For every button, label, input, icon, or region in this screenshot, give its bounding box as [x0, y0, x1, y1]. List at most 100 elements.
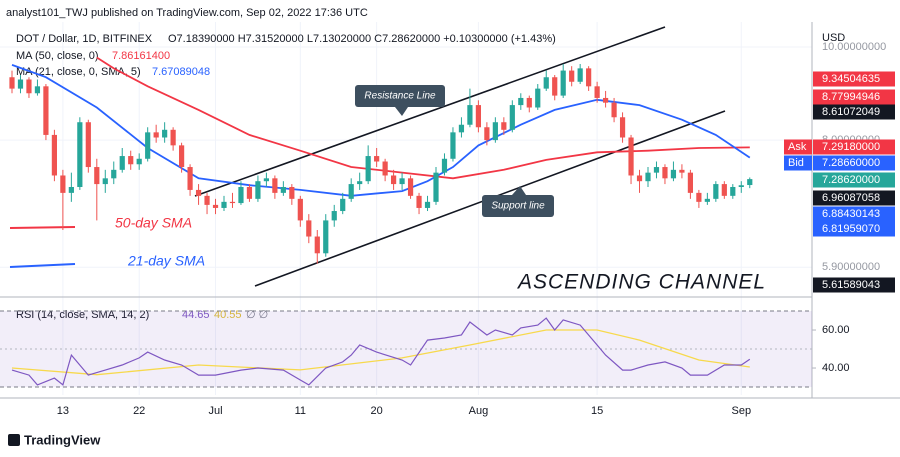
- candle-body: [433, 172, 439, 202]
- candle-body: [136, 158, 142, 165]
- candle-body: [348, 184, 354, 199]
- ma50-legend: MA (50, close, 0): [16, 50, 99, 62]
- candle-body: [212, 204, 219, 208]
- support-label-box: [482, 195, 554, 217]
- rsi-tick-label: 60.00: [822, 324, 850, 336]
- rsi-value: 44.65: [182, 309, 210, 321]
- candle-body: [416, 195, 422, 208]
- candle-body: [77, 122, 83, 187]
- ma50-legend-value: 7.86161400: [112, 50, 170, 62]
- price-tag-box: [784, 139, 812, 155]
- candle-body: [204, 195, 210, 205]
- candle-body: [187, 167, 193, 190]
- rsi-sma-line: [11, 329, 750, 376]
- sma21-label: 21-day SMA: [127, 253, 205, 269]
- candle-body: [586, 68, 592, 87]
- price-label-box: [813, 172, 895, 188]
- price-label-box: [813, 190, 895, 206]
- candle-body: [280, 186, 286, 193]
- candle-body: [543, 77, 549, 89]
- y-tick-label: 5.90000000: [822, 261, 880, 273]
- resistance-label-box: [355, 85, 445, 107]
- candle-body: [238, 186, 244, 204]
- pattern-label: ASCENDING CHANNEL: [516, 271, 766, 294]
- x-tick-label: Aug: [469, 405, 489, 417]
- candle-body: [696, 192, 702, 202]
- candle-body: [458, 124, 465, 133]
- candle-body: [153, 132, 159, 138]
- price-label-box: [813, 206, 895, 222]
- candle-body: [730, 186, 736, 196]
- price-label: 8.61072049: [822, 106, 880, 118]
- sma21-key: [9, 263, 76, 268]
- support-label: Support line: [491, 201, 545, 212]
- candle-body: [357, 181, 363, 185]
- price-label: 6.81959070: [822, 223, 880, 235]
- candle-body: [374, 156, 380, 162]
- candle-body: [594, 86, 600, 98]
- candle-body: [162, 129, 168, 138]
- price-label: 8.77994946: [822, 91, 880, 103]
- sma50-label: 50-day SMA: [115, 215, 192, 231]
- rsi-rest: ∅ ∅: [246, 309, 268, 321]
- candle-body: [535, 88, 541, 108]
- price-label: 7.28660000: [822, 157, 880, 169]
- candle-body: [569, 70, 575, 82]
- support-pointer: [512, 186, 526, 195]
- x-tick-label: Jul: [208, 405, 222, 417]
- rsi-legend: RSI (14, close, SMA, 14, 2): [16, 309, 149, 321]
- candle-body: [424, 201, 431, 208]
- y-tick-label: 10.00000000: [822, 41, 886, 53]
- price-label: 6.88430143: [822, 208, 880, 220]
- candle-body: [407, 178, 414, 196]
- price-label: 7.29180000: [822, 141, 880, 153]
- candle-body: [145, 132, 151, 159]
- candle-body: [102, 178, 108, 185]
- symbol: DOT / Dollar, 1D, BITFINEX: [16, 33, 153, 45]
- candle-body: [653, 167, 660, 173]
- candle-body: [128, 156, 134, 165]
- candle-body: [9, 77, 15, 89]
- candle-body: [43, 86, 49, 135]
- x-tick-label: 15: [591, 405, 603, 417]
- candle-body: [85, 122, 91, 168]
- x-tick-label: 22: [133, 405, 145, 417]
- candle-body: [331, 211, 337, 221]
- candle-body: [17, 79, 24, 89]
- candle-body: [263, 178, 269, 182]
- x-tick-label: 11: [295, 405, 306, 417]
- price-label: 9.34504635: [822, 73, 880, 85]
- candle-body: [687, 172, 693, 193]
- price-label: 7.28620000: [822, 174, 880, 186]
- candle-body: [526, 97, 532, 108]
- candle-body: [365, 156, 371, 182]
- price-tag: Ask: [788, 141, 807, 153]
- candle-body: [94, 167, 100, 185]
- candle-body: [747, 179, 753, 186]
- candle-body: [382, 161, 388, 176]
- candle-body: [475, 105, 481, 128]
- candle-body: [391, 175, 397, 185]
- candle-body: [721, 184, 727, 196]
- candle-body: [68, 186, 74, 193]
- candle-body: [645, 172, 651, 182]
- candle-body: [501, 122, 507, 130]
- price-tag: Bid: [788, 157, 804, 169]
- price-label-box: [813, 89, 895, 105]
- candle-body: [179, 145, 185, 168]
- x-tick-label: 20: [371, 405, 383, 417]
- ohlc: O7.18390000 H7.31520000 L7.13020000 C7.2…: [168, 33, 556, 45]
- candle-body: [255, 181, 261, 199]
- price-label-box: [813, 139, 895, 155]
- candle-body: [704, 198, 710, 202]
- candle-body: [619, 117, 626, 138]
- candle-body: [323, 220, 329, 254]
- candle-body: [119, 156, 125, 170]
- candle-body: [636, 175, 643, 182]
- price-tag-box: [784, 155, 812, 171]
- candle-body: [518, 97, 524, 106]
- candle-body: [289, 186, 295, 199]
- price-label-box: [813, 155, 895, 171]
- rsi-sma-value: 40.55: [214, 309, 242, 321]
- ma21-legend: MA (21, close, 0, SMA, 5): [16, 66, 141, 78]
